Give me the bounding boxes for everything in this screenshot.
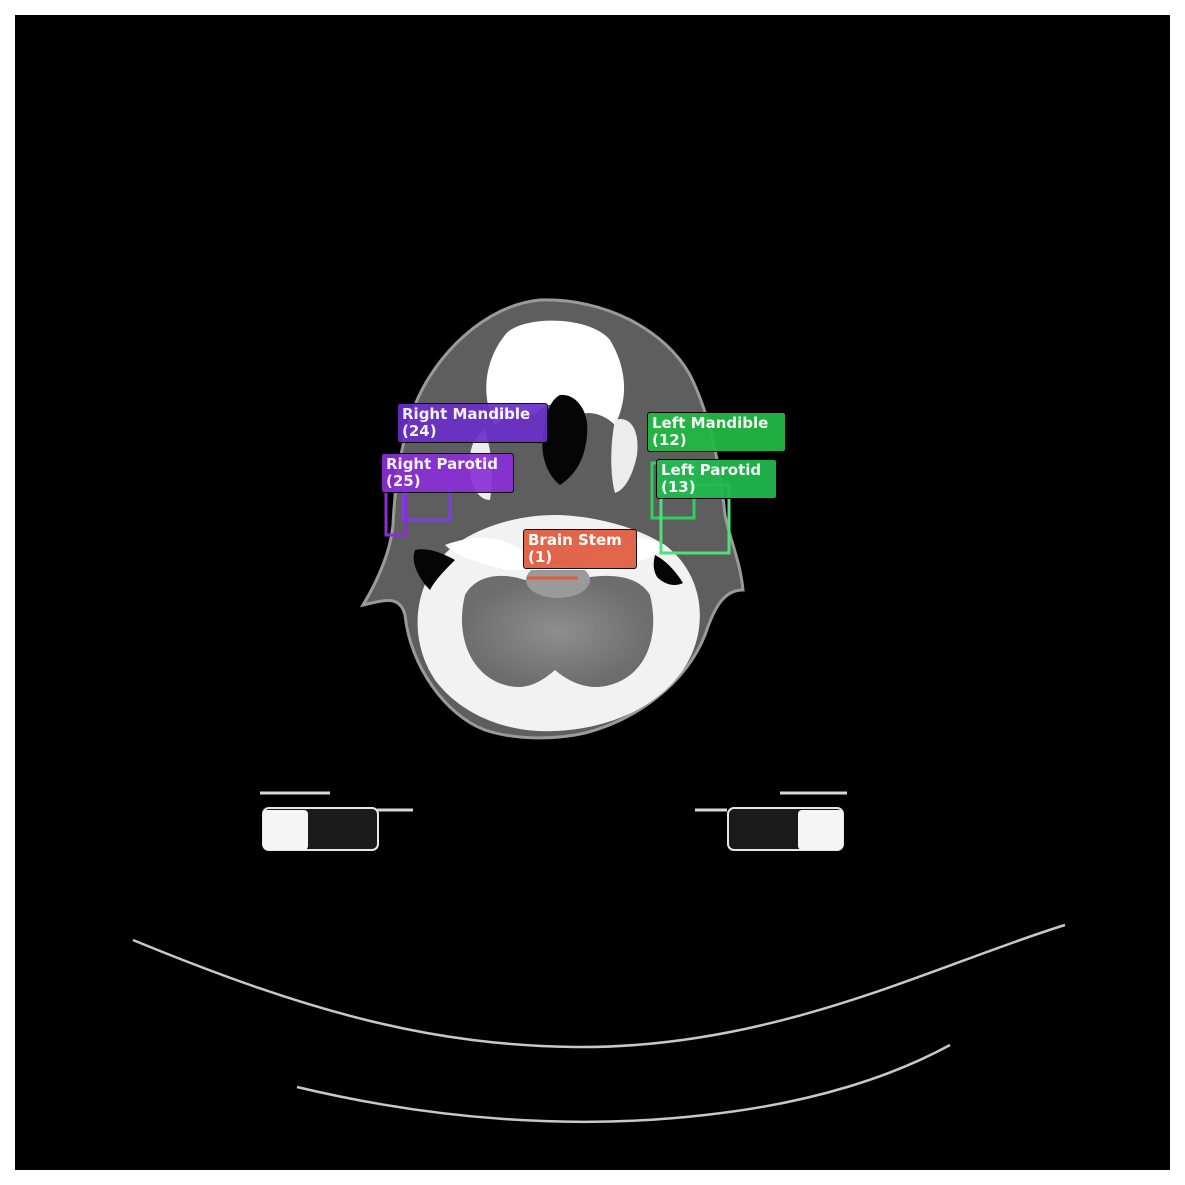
right-parotid-name: Right Parotid <box>386 455 498 473</box>
right-parotid-label: Right Parotid (25) <box>381 453 514 493</box>
right-mandible-count: (24) <box>402 422 437 440</box>
mandible-left-bone <box>611 419 638 493</box>
brain-stem-count: (1) <box>528 548 553 566</box>
right-parotid-count: (25) <box>386 472 421 490</box>
left-mandible-name: Left Mandible <box>652 414 769 432</box>
left-parotid-label: Left Parotid (13) <box>656 459 777 499</box>
couch-curve-upper <box>132 923 1066 1049</box>
couch-block-left <box>263 810 308 850</box>
brainstem-region <box>526 562 590 598</box>
cerebellum <box>461 575 654 688</box>
left-parotid-name: Left Parotid <box>661 461 762 479</box>
left-parotid-count: (13) <box>661 478 696 496</box>
nasal-airway <box>542 394 588 485</box>
brain-stem-label: Brain Stem (1) <box>523 529 637 569</box>
right-mandible-label: Right Mandible (24) <box>397 403 548 443</box>
brain-stem-name: Brain Stem <box>528 531 622 549</box>
mastoid-left <box>653 555 683 585</box>
right-mandible-name: Right Mandible <box>402 405 531 423</box>
ct-image-viewer: Right Mandible (24) Right Parotid (25) L… <box>15 15 1170 1170</box>
couch-curve-lower <box>296 1043 951 1124</box>
left-mandible-label: Left Mandible (12) <box>647 412 786 452</box>
maxilla-bone <box>486 320 625 425</box>
ct-axial-slice <box>132 298 1066 1124</box>
left-mandible-count: (12) <box>652 431 687 449</box>
couch-block-right <box>798 810 843 850</box>
mastoid-right <box>413 549 455 590</box>
